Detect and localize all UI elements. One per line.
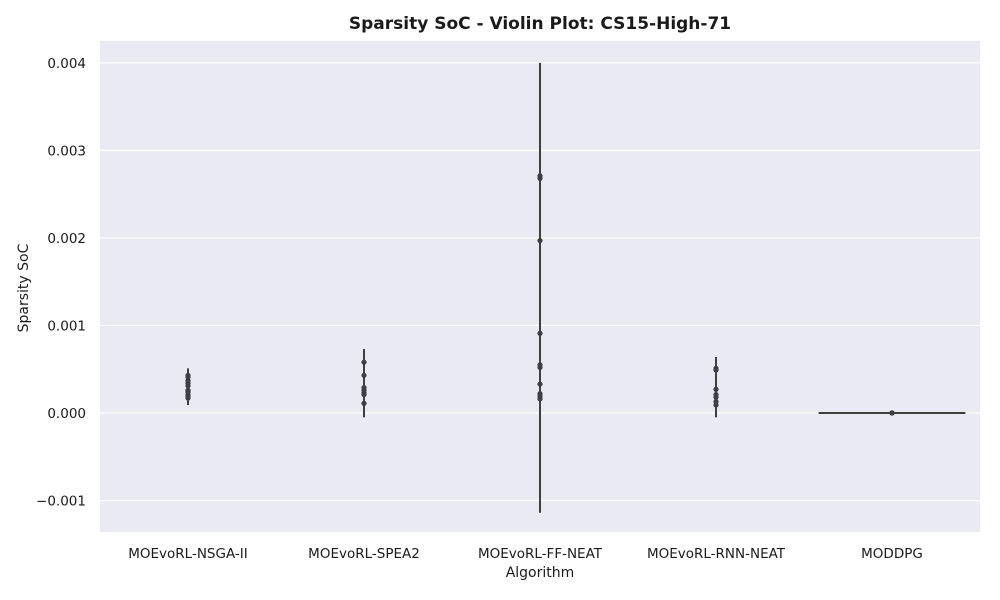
violin-point xyxy=(361,359,367,365)
violin-point xyxy=(185,372,191,378)
violin-point xyxy=(713,386,719,392)
violin-point xyxy=(537,381,543,387)
x-tick-label: MOEvoRL-SPEA2 xyxy=(308,546,420,562)
violin-point xyxy=(537,237,543,244)
violin-point xyxy=(361,372,367,378)
violin-point xyxy=(537,330,543,336)
violin-point xyxy=(713,391,719,398)
violin-point xyxy=(361,384,367,391)
violin-point xyxy=(713,365,719,371)
y-tick-label: 0.004 xyxy=(47,56,86,72)
x-tick-label: MOEvoRL-RNN-NEAT xyxy=(647,546,786,562)
violin-point xyxy=(537,391,543,397)
y-tick-label: 0.000 xyxy=(47,406,86,422)
violin-point xyxy=(537,173,543,179)
violin-point xyxy=(537,362,543,368)
x-tick-label: MOEvoRL-NSGA-II xyxy=(128,546,248,562)
x-tick-label: MOEvoRL-FF-NEAT xyxy=(478,546,603,562)
chart-title: Sparsity SoC - Violin Plot: CS15-High-71 xyxy=(348,14,732,34)
y-tick-label: 0.003 xyxy=(47,143,86,159)
x-axis-label: Algorithm xyxy=(505,565,575,581)
violin-point xyxy=(361,400,367,406)
y-axis-label: Sparsity SoC xyxy=(16,243,32,333)
violin-point xyxy=(185,387,191,393)
violin-point xyxy=(713,398,719,405)
y-tick-label: 0.002 xyxy=(47,231,86,247)
violin-point xyxy=(889,410,895,416)
y-tick-label: −0.001 xyxy=(36,493,86,509)
x-tick-label: MODDPG xyxy=(861,546,923,562)
y-tick-label: 0.001 xyxy=(47,318,86,334)
